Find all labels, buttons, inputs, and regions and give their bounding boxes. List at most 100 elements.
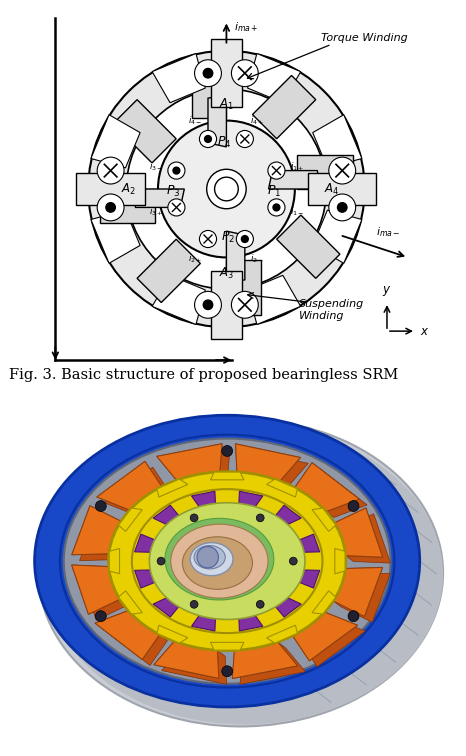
Polygon shape xyxy=(211,643,244,650)
Polygon shape xyxy=(232,642,298,679)
Polygon shape xyxy=(72,565,120,615)
Circle shape xyxy=(232,291,258,318)
Ellipse shape xyxy=(194,546,225,569)
Polygon shape xyxy=(152,275,205,324)
Ellipse shape xyxy=(39,419,443,727)
Circle shape xyxy=(222,666,233,677)
Circle shape xyxy=(158,120,295,258)
Text: $i_{4+}$: $i_{4+}$ xyxy=(250,115,264,127)
Circle shape xyxy=(289,557,297,565)
Polygon shape xyxy=(72,506,129,561)
Text: Suspending
Winding: Suspending Winding xyxy=(299,299,364,321)
Polygon shape xyxy=(157,444,230,486)
Circle shape xyxy=(348,611,359,621)
Ellipse shape xyxy=(60,435,394,687)
Polygon shape xyxy=(295,463,359,512)
Text: $x$: $x$ xyxy=(420,324,429,338)
Polygon shape xyxy=(192,63,226,118)
Polygon shape xyxy=(267,479,297,497)
Polygon shape xyxy=(100,189,155,223)
Polygon shape xyxy=(312,591,336,614)
Polygon shape xyxy=(137,239,200,302)
Circle shape xyxy=(157,557,165,565)
Text: Torque Winding: Torque Winding xyxy=(321,33,408,42)
Text: $P_4$: $P_4$ xyxy=(217,135,231,150)
Text: $P_3$: $P_3$ xyxy=(166,184,180,199)
Polygon shape xyxy=(192,613,216,631)
Text: $y$: $y$ xyxy=(382,284,391,298)
Polygon shape xyxy=(157,479,188,497)
Polygon shape xyxy=(109,549,120,574)
Polygon shape xyxy=(91,210,140,263)
Polygon shape xyxy=(226,260,260,315)
Circle shape xyxy=(97,194,124,221)
Circle shape xyxy=(236,231,254,247)
Text: $i_{4-}$: $i_{4-}$ xyxy=(188,115,203,127)
Ellipse shape xyxy=(190,543,233,576)
Text: $A_4$: $A_4$ xyxy=(324,181,339,197)
Circle shape xyxy=(207,169,246,209)
Polygon shape xyxy=(211,472,244,480)
Polygon shape xyxy=(208,94,226,147)
Circle shape xyxy=(222,445,233,457)
Polygon shape xyxy=(232,642,305,684)
Circle shape xyxy=(232,60,258,87)
Ellipse shape xyxy=(34,415,420,707)
Polygon shape xyxy=(335,508,391,563)
Circle shape xyxy=(268,199,285,216)
Polygon shape xyxy=(192,491,216,509)
Circle shape xyxy=(106,203,116,212)
Circle shape xyxy=(203,300,213,309)
Circle shape xyxy=(268,162,285,179)
Polygon shape xyxy=(293,612,357,661)
Polygon shape xyxy=(72,565,128,620)
Circle shape xyxy=(236,131,254,147)
Polygon shape xyxy=(296,570,320,588)
Ellipse shape xyxy=(46,425,443,724)
Polygon shape xyxy=(153,596,181,617)
Circle shape xyxy=(190,600,198,609)
Polygon shape xyxy=(154,641,219,678)
Ellipse shape xyxy=(165,519,274,600)
Polygon shape xyxy=(333,568,391,622)
Text: $P_1$: $P_1$ xyxy=(267,184,281,199)
Text: Fig. 3. Basic structure of proposed bearingless SRM: Fig. 3. Basic structure of proposed bear… xyxy=(9,367,398,382)
Polygon shape xyxy=(211,271,242,339)
Circle shape xyxy=(241,236,248,243)
Circle shape xyxy=(256,514,264,522)
Circle shape xyxy=(199,231,217,247)
Ellipse shape xyxy=(64,438,391,683)
Polygon shape xyxy=(295,463,367,518)
Polygon shape xyxy=(153,505,181,526)
Text: $i_{1-}$: $i_{1-}$ xyxy=(289,205,304,218)
Ellipse shape xyxy=(109,472,346,651)
Text: $i_{3-}$: $i_{3-}$ xyxy=(149,160,163,173)
Circle shape xyxy=(97,157,124,184)
Polygon shape xyxy=(211,39,242,107)
Polygon shape xyxy=(235,444,301,481)
Polygon shape xyxy=(308,173,377,205)
Polygon shape xyxy=(247,54,301,103)
Circle shape xyxy=(199,131,217,147)
Ellipse shape xyxy=(150,503,305,619)
Polygon shape xyxy=(226,231,245,284)
Circle shape xyxy=(168,199,185,216)
Polygon shape xyxy=(274,596,301,617)
Text: $i_{ma-}$: $i_{ma-}$ xyxy=(376,225,400,239)
Polygon shape xyxy=(95,611,159,659)
Text: $i_{ma+}$: $i_{ma+}$ xyxy=(234,20,259,34)
Circle shape xyxy=(205,135,212,142)
Polygon shape xyxy=(97,461,162,510)
Circle shape xyxy=(126,89,327,289)
Polygon shape xyxy=(132,189,185,207)
Polygon shape xyxy=(313,210,362,263)
Text: $i_{3+}$: $i_{3+}$ xyxy=(149,205,163,218)
Polygon shape xyxy=(335,549,345,574)
Polygon shape xyxy=(157,444,222,480)
Polygon shape xyxy=(157,625,188,643)
Circle shape xyxy=(190,514,198,522)
Circle shape xyxy=(195,60,221,87)
Circle shape xyxy=(214,177,238,201)
Polygon shape xyxy=(95,611,167,665)
Polygon shape xyxy=(154,641,226,684)
